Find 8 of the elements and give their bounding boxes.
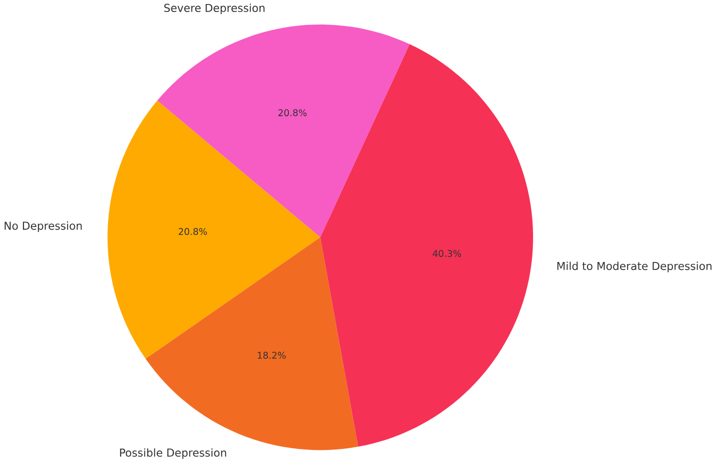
slice-label: Severe Depression <box>164 3 264 14</box>
data-label: 18.2% <box>258 352 286 359</box>
data-label: 20.8% <box>278 108 307 116</box>
data-label: 40.3% <box>432 250 462 257</box>
data-label: 20.8% <box>178 228 207 235</box>
slice-label: Possible Depression <box>120 448 226 459</box>
slice-label: No Depression <box>4 221 82 232</box>
slice-label: Mild to Moderate Depression <box>557 261 712 272</box>
